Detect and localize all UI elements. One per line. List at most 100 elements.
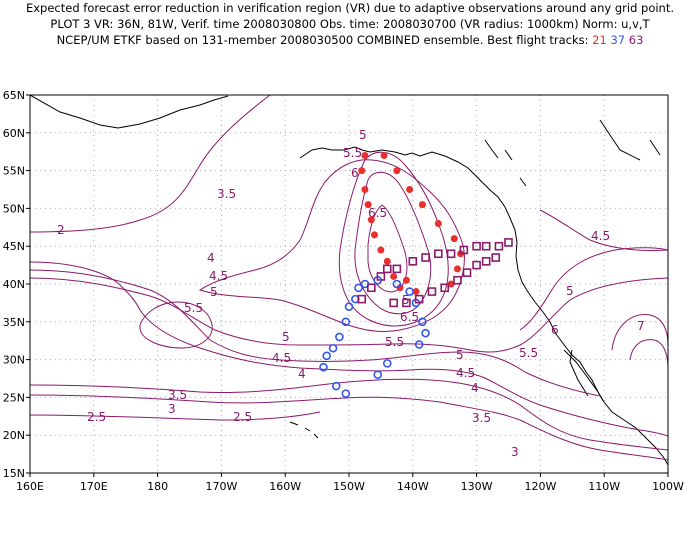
track-63-point — [504, 238, 513, 247]
contour-2 — [30, 95, 271, 233]
contour-label: 3 — [511, 445, 519, 459]
track-37-point — [421, 328, 430, 338]
y-tick-label: 65N — [3, 89, 25, 102]
contour-label: 4 — [298, 367, 306, 381]
contour-label: 3.5 — [472, 411, 491, 425]
track-21-point — [361, 186, 369, 193]
track-21-point — [412, 288, 420, 296]
contour-label: 4 — [471, 381, 479, 395]
coastline-baja — [563, 349, 605, 403]
track-21-point — [380, 151, 388, 159]
y-tick-label: 30N — [3, 354, 25, 367]
track-21-point — [406, 186, 414, 193]
x-tick-label: 160W — [269, 480, 301, 493]
contour-label: 5 — [282, 330, 290, 344]
y-tick-label: 60N — [3, 127, 25, 140]
track-37-point — [392, 279, 402, 289]
track-21-point — [364, 201, 372, 209]
contour-label: 2.5 — [233, 410, 252, 424]
contour-labels: 2 2.5 2.5 3 3 3.5 3.5 3.5 4 4 4 4.5 4.5 … — [57, 128, 645, 459]
track-63-point — [453, 275, 462, 285]
track-37-point — [373, 370, 383, 380]
contour-label: 4.5 — [591, 229, 610, 243]
contour-label: 4.5 — [456, 366, 475, 380]
track-37-point — [322, 351, 331, 361]
title-line-1: Expected forecast error reduction in ver… — [25, 1, 675, 15]
track-21-point — [367, 216, 375, 224]
contour-label: 5.5 — [519, 346, 538, 360]
contour-lines — [30, 95, 668, 461]
contour-7 — [629, 339, 668, 369]
contour-label: 4.5 — [272, 351, 291, 365]
track-37-point — [344, 302, 354, 311]
x-tick-label: 120W — [524, 480, 556, 493]
contour-4-5-east — [539, 209, 668, 251]
contour-6 — [354, 171, 432, 315]
track-63-point — [481, 257, 491, 266]
track-37-point — [335, 332, 344, 342]
track-21-point — [450, 235, 458, 243]
title-line-3-prefix: NCEP/UM ETKF based on 131-member 2008030… — [56, 33, 589, 47]
contour-label: 2 — [57, 223, 65, 237]
flight-track-37 — [319, 275, 430, 398]
track-37-point — [331, 381, 341, 391]
track-37-point — [341, 317, 351, 327]
contour-label: 6 — [351, 166, 359, 180]
track-37-point — [382, 359, 392, 368]
contour-3 — [30, 394, 668, 461]
track-37-point — [405, 287, 414, 296]
track-63-point — [434, 249, 443, 259]
track-37-point — [418, 317, 427, 327]
contour-label: 5.5 — [184, 301, 203, 315]
track-63-point — [446, 249, 456, 259]
x-tick-label: 170E — [80, 480, 108, 493]
contour-2-5 — [30, 411, 321, 421]
contour-5-5-east — [519, 247, 668, 331]
x-tick-label: 110W — [588, 480, 620, 493]
y-tick-label: 50N — [3, 202, 25, 215]
x-tick-label: 160E — [16, 480, 44, 493]
track-63-point — [427, 287, 437, 296]
coastline — [30, 95, 668, 466]
contour-label: 5.5 — [343, 146, 362, 160]
track-21-point — [390, 272, 398, 280]
contour-label: 5.5 — [385, 335, 404, 349]
track-21-point — [396, 284, 404, 292]
contour-label: 3.5 — [217, 187, 236, 201]
y-tick-label: 55N — [3, 165, 25, 178]
track-21-id: 21 — [592, 33, 607, 47]
contour-label: 7 — [637, 319, 645, 333]
track-21-point — [361, 151, 369, 159]
track-21-point — [383, 257, 391, 265]
x-tick-label: 180 — [147, 480, 168, 493]
track-63-point — [491, 253, 501, 262]
track-63-point — [462, 268, 472, 277]
track-63-point — [421, 253, 430, 262]
y-tick-label: 45N — [3, 240, 25, 253]
plot-title: Expected forecast error reduction in ver… — [0, 0, 700, 48]
coastline-hawaii — [289, 421, 319, 439]
contour-6-5-east — [611, 314, 668, 351]
track-63-point — [376, 272, 386, 281]
y-tick-label: 20N — [3, 429, 25, 442]
title-line-3: NCEP/UM ETKF based on 131-member 2008030… — [0, 32, 700, 48]
track-37-point — [328, 343, 338, 353]
track-63-point — [408, 257, 418, 266]
contour-label: 5 — [359, 128, 367, 142]
track-63-point — [382, 264, 392, 274]
flight-track-63 — [357, 238, 513, 308]
track-63-point — [402, 298, 411, 308]
contour-5 — [30, 277, 668, 353]
track-63-point — [357, 294, 367, 304]
contour-label: 5 — [456, 348, 464, 362]
plot-frame — [29, 94, 669, 474]
coastline-islands — [484, 119, 661, 187]
track-63-point — [472, 260, 481, 270]
track-21-point — [358, 167, 366, 175]
contour-label: 4 — [207, 251, 215, 265]
track-21-point — [453, 265, 461, 273]
track-21-point — [393, 167, 401, 175]
x-tick-label: 150W — [333, 480, 365, 493]
contour-6-5 — [367, 204, 408, 293]
